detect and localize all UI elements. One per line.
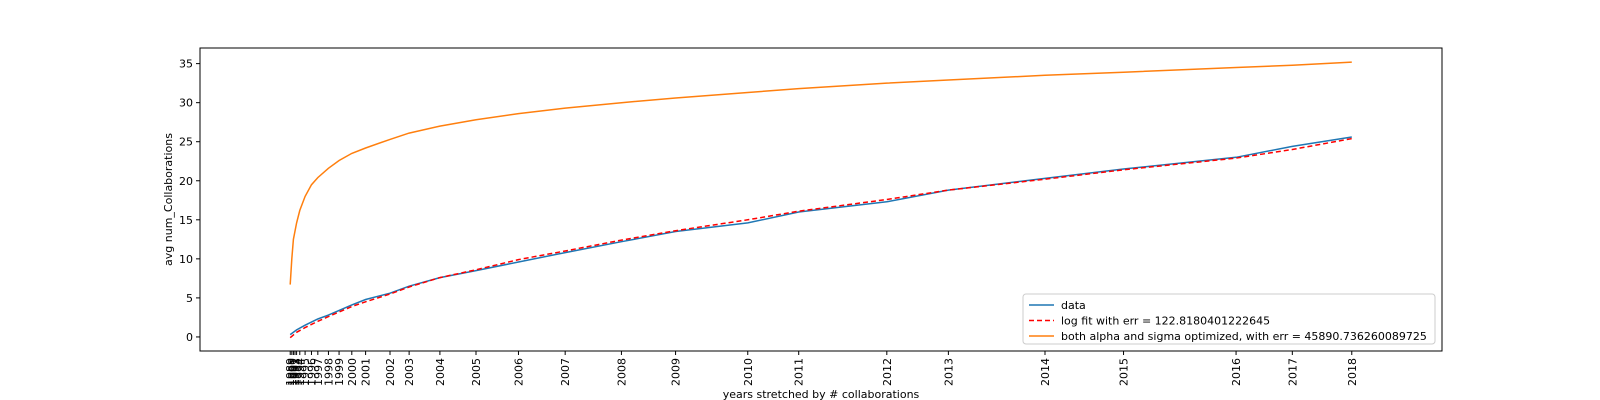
y-axis: 0 5 10 15 20 25 30 35	[179, 58, 200, 344]
y-tick-label: 20	[179, 175, 193, 188]
x-tick-label: 1991	[287, 358, 300, 386]
y-tick-label: 35	[179, 58, 193, 71]
x-tick-label: 1997	[312, 358, 325, 386]
x-tick-label: 1990	[286, 358, 299, 386]
x-tick-label: 2001	[360, 358, 373, 386]
x-tick-label: 2012	[881, 358, 894, 386]
x-tick-label: 2014	[1039, 358, 1052, 386]
series-group	[289, 61, 1352, 339]
x-tick-label: 1998	[322, 358, 335, 386]
x-tick-label: 2010	[742, 358, 755, 386]
plot-frame	[199, 47, 1443, 352]
x-tick-label: 2002	[384, 358, 397, 386]
legend: data log fit with err = 122.8180401222645…	[1022, 293, 1436, 345]
x-tick-label: 2013	[942, 358, 955, 386]
x-tick-label: 1993	[291, 358, 304, 386]
x-tick-label: 1995	[299, 358, 312, 386]
y-axis-label: avg num_Collaborations	[162, 133, 175, 266]
x-tick-label: 1999	[333, 358, 346, 386]
y-tick-label: 30	[179, 97, 193, 110]
legend-entry-label: data	[1061, 299, 1086, 312]
x-tick-label: 2008	[615, 358, 628, 386]
x-tick-label: 1996	[305, 358, 318, 386]
x-tick-label: 2003	[403, 358, 416, 386]
x-tick-label: 2006	[512, 358, 525, 386]
x-tick-label: 1994	[294, 358, 307, 386]
x-axis: 1989199019911992199319941995199619971998…	[284, 351, 1359, 386]
legend-box	[1022, 293, 1436, 345]
x-tick-label: 2018	[1346, 358, 1359, 386]
legend-entry-label: log fit with err = 122.8180401222645	[1061, 315, 1270, 328]
series-line-1	[289, 137, 1352, 339]
y-tick-label: 10	[179, 253, 193, 266]
y-tick-label: 25	[179, 136, 193, 149]
x-tick-label: 2017	[1286, 358, 1299, 386]
x-tick-label: 1989	[284, 358, 297, 386]
y-tick-label: 15	[179, 214, 193, 227]
x-tick-label: 2016	[1230, 358, 1243, 386]
plot-area	[199, 47, 1443, 352]
x-axis-label: years stretched by # collaborations	[723, 388, 920, 400]
x-tick-label: 2004	[434, 358, 447, 386]
series-line-2	[289, 61, 1352, 285]
legend-entry-label: both alpha and sigma optimized, with err…	[1061, 330, 1427, 343]
series-line-0	[289, 136, 1352, 336]
x-tick-label: 1992	[289, 358, 302, 386]
x-tick-label: 2000	[346, 358, 359, 386]
x-tick-label: 2011	[793, 358, 806, 386]
x-tick-label: 2015	[1118, 358, 1131, 386]
y-tick-label: 0	[186, 331, 193, 344]
x-tick-label: 2005	[470, 358, 483, 386]
y-tick-label: 5	[186, 292, 193, 305]
x-tick-label: 2009	[670, 358, 683, 386]
x-tick-label: 2007	[559, 358, 572, 386]
